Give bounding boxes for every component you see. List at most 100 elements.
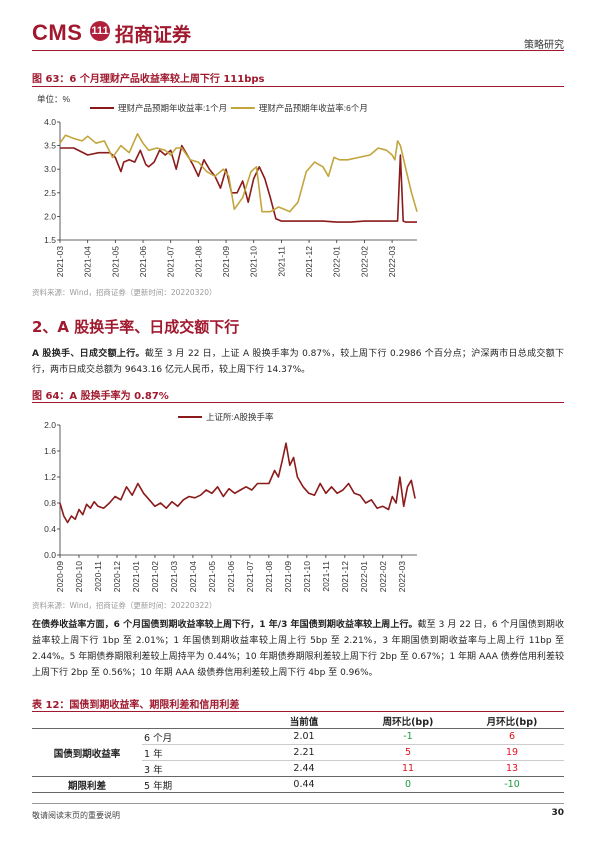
- x-tick-label: 2022-01: [359, 561, 369, 592]
- table-row: 3 年 2.44 11 13: [32, 761, 564, 777]
- table-wow: 5: [404, 747, 412, 758]
- footer-divider: [32, 803, 564, 804]
- header-divider: [32, 50, 564, 51]
- y-tick-label: 2.0: [44, 420, 56, 430]
- company-logo-icon: 111: [90, 21, 110, 41]
- table12-title: 表 12：国债到期收益率、期限利差和信用利差: [32, 700, 240, 711]
- y-tick-label: 0.0: [44, 550, 56, 560]
- wealth-yield-chart: 单位：% 1.5 2.0 2.5 3.0 3.5 4.0 2021-03 2021-04 202…: [37, 94, 418, 277]
- x-tick-label: 2021-08: [193, 246, 203, 277]
- table-current: 2.21: [293, 747, 315, 758]
- bond-yield-paragraph-lead: 在债券收益率方面，6 个月国债到期收益率较上周下行，1 年/3 年国债到期收益率…: [32, 620, 418, 630]
- x-tick-label: 2021-04: [83, 246, 93, 277]
- table-current: 0.44: [293, 779, 315, 790]
- table-row: 国债到期收益率 6 个月 2.01 -1 6: [32, 728, 564, 777]
- x-tick-label: 2022-03: [397, 561, 407, 592]
- x-tick-label: 2022-03: [387, 246, 397, 277]
- table-mom: 6: [508, 731, 516, 742]
- table-header-cell: [32, 713, 142, 729]
- table-header-current: 当前值: [289, 716, 319, 728]
- chart1-unit-label: 单位：%: [37, 94, 71, 104]
- y-tick-label: 0.4: [44, 524, 56, 534]
- figure64-title: 图 64：A 股换手率为 0.87%: [32, 391, 169, 402]
- section-heading: 2、A 股换手率、日成交额下行: [32, 318, 240, 336]
- y-tick-label: 0.8: [44, 498, 56, 508]
- figure64-rule: [32, 402, 564, 403]
- x-tick-label: 2021-03: [169, 561, 179, 592]
- table-wow: 11: [401, 763, 415, 774]
- x-tick-label: 2020-12: [112, 561, 122, 592]
- table-row: 期限利差 5 年期 0.44 0 -10: [32, 777, 564, 793]
- figure64-source: 资料来源：Wind，招商证券（更新时间：20220322）: [32, 601, 217, 610]
- x-tick-label: 2021-11: [321, 561, 331, 592]
- x-tick-label: 2021-08: [264, 561, 274, 592]
- x-tick-label: 2020-09: [55, 561, 65, 592]
- report-category: 策略研究: [524, 40, 564, 51]
- table-header-mom: 月环比(bp): [486, 716, 538, 728]
- table-mom: 13: [505, 763, 519, 774]
- turnover-chart: 0.0 0.4 0.8 1.2 1.6 2.0 2020-09 2020-10 2020-11 2…: [44, 412, 417, 592]
- y-tick-label: 2.5: [44, 188, 56, 198]
- figure63-source: 资料来源：Wind，招商证券（更新时间：20220320）: [32, 288, 217, 297]
- figure63-rule: [32, 86, 564, 87]
- legend-label: 理财产品预期年收益率:6个月: [259, 103, 368, 113]
- turnover-paragraph-body: 截至 3 月 22 日，上证 A 股换手率为 0.87%，较上周下行 0.298…: [32, 349, 564, 375]
- y-tick-label: 3.0: [44, 164, 56, 174]
- x-tick-label: 2021-09: [283, 561, 293, 592]
- x-tick-label: 2020-11: [93, 561, 103, 592]
- bond-yield-table: 当前值 周环比(bp) 月环比(bp) 国债到期收益率 6 个月 2.01 -1…: [32, 713, 564, 793]
- x-tick-label: 2021-05: [110, 246, 120, 277]
- table-header-cell: [142, 713, 252, 729]
- x-tick-label: 2021-05: [207, 561, 217, 592]
- x-tick-label: 2021-11: [276, 246, 286, 277]
- figure63-title: 图 63：6 个月理财产品收益率较上周下行 111bps: [32, 74, 265, 85]
- series-line: [59, 442, 416, 524]
- table12-rule: [32, 711, 564, 712]
- company-name: 招商证券: [115, 24, 192, 46]
- table-mom: 19: [505, 747, 519, 758]
- bond-yield-paragraph-body: 截至 3 月 22 日，6 个月国债到期收益率较上周下行 1bp 至 2.01%…: [32, 620, 564, 678]
- x-tick-label: 2021-04: [188, 561, 198, 592]
- table-group-yield: 国债到期收益率: [32, 728, 142, 777]
- x-tick-label: 2022-02: [378, 561, 388, 592]
- table-wow: -1: [403, 731, 413, 742]
- table-mom: -10: [504, 779, 520, 790]
- table-row: 1 年 2.21 5 19: [32, 745, 564, 761]
- footer-disclaimer: 敬请阅读末页的重要说明: [32, 811, 120, 820]
- y-tick-label: 1.6: [44, 446, 56, 456]
- table-term: 3 年: [144, 764, 163, 776]
- table-current: 2.44: [293, 763, 315, 774]
- x-tick-label: 2021-07: [245, 561, 255, 592]
- x-tick-label: 2021-09: [221, 246, 231, 277]
- y-tick-label: 1.5: [44, 235, 56, 245]
- table-header-wow: 周环比(bp): [382, 716, 434, 728]
- x-tick-label: 2021-06: [226, 561, 236, 592]
- legend-label: 理财产品预期年收益率:1个月: [118, 103, 227, 113]
- company-logo-text: CMS: [32, 20, 83, 45]
- x-tick-label: 2021-03: [55, 246, 65, 277]
- x-tick-label: 2021-10: [249, 246, 259, 277]
- x-tick-label: 2021-12: [304, 246, 314, 277]
- table-term: 5 年期: [144, 780, 173, 792]
- x-tick-label: 2020-10: [74, 561, 84, 592]
- y-tick-label: 3.5: [44, 141, 56, 151]
- x-tick-label: 2021-10: [302, 561, 312, 592]
- x-tick-label: 2021-07: [166, 246, 176, 277]
- y-tick-label: 1.2: [44, 472, 56, 482]
- x-tick-label: 2021-12: [340, 561, 350, 592]
- table-current: 2.01: [293, 731, 315, 742]
- x-tick-label: 2021-01: [131, 561, 141, 592]
- y-tick-label: 2.0: [44, 211, 56, 221]
- table-term: 1 年: [144, 748, 163, 760]
- table-wow: 0: [404, 779, 412, 790]
- series-line: [59, 133, 418, 213]
- x-tick-label: 2021-02: [150, 561, 160, 592]
- turnover-paragraph-lead: A 股换手、日成交额上行。: [32, 349, 145, 359]
- table-term: 6 个月: [144, 732, 173, 744]
- table-group-term-spread: 期限利差: [67, 780, 106, 792]
- turnover-paragraph: A 股换手、日成交额上行。截至 3 月 22 日，上证 A 股换手率为 0.87…: [32, 346, 564, 378]
- bond-yield-paragraph: 在债券收益率方面，6 个月国债到期收益率较上周下行，1 年/3 年国债到期收益率…: [32, 617, 564, 681]
- table-header-row: 当前值 周环比(bp) 月环比(bp): [32, 713, 564, 729]
- x-tick-label: 2022-02: [359, 246, 369, 277]
- x-tick-label: 2022-01: [332, 246, 342, 277]
